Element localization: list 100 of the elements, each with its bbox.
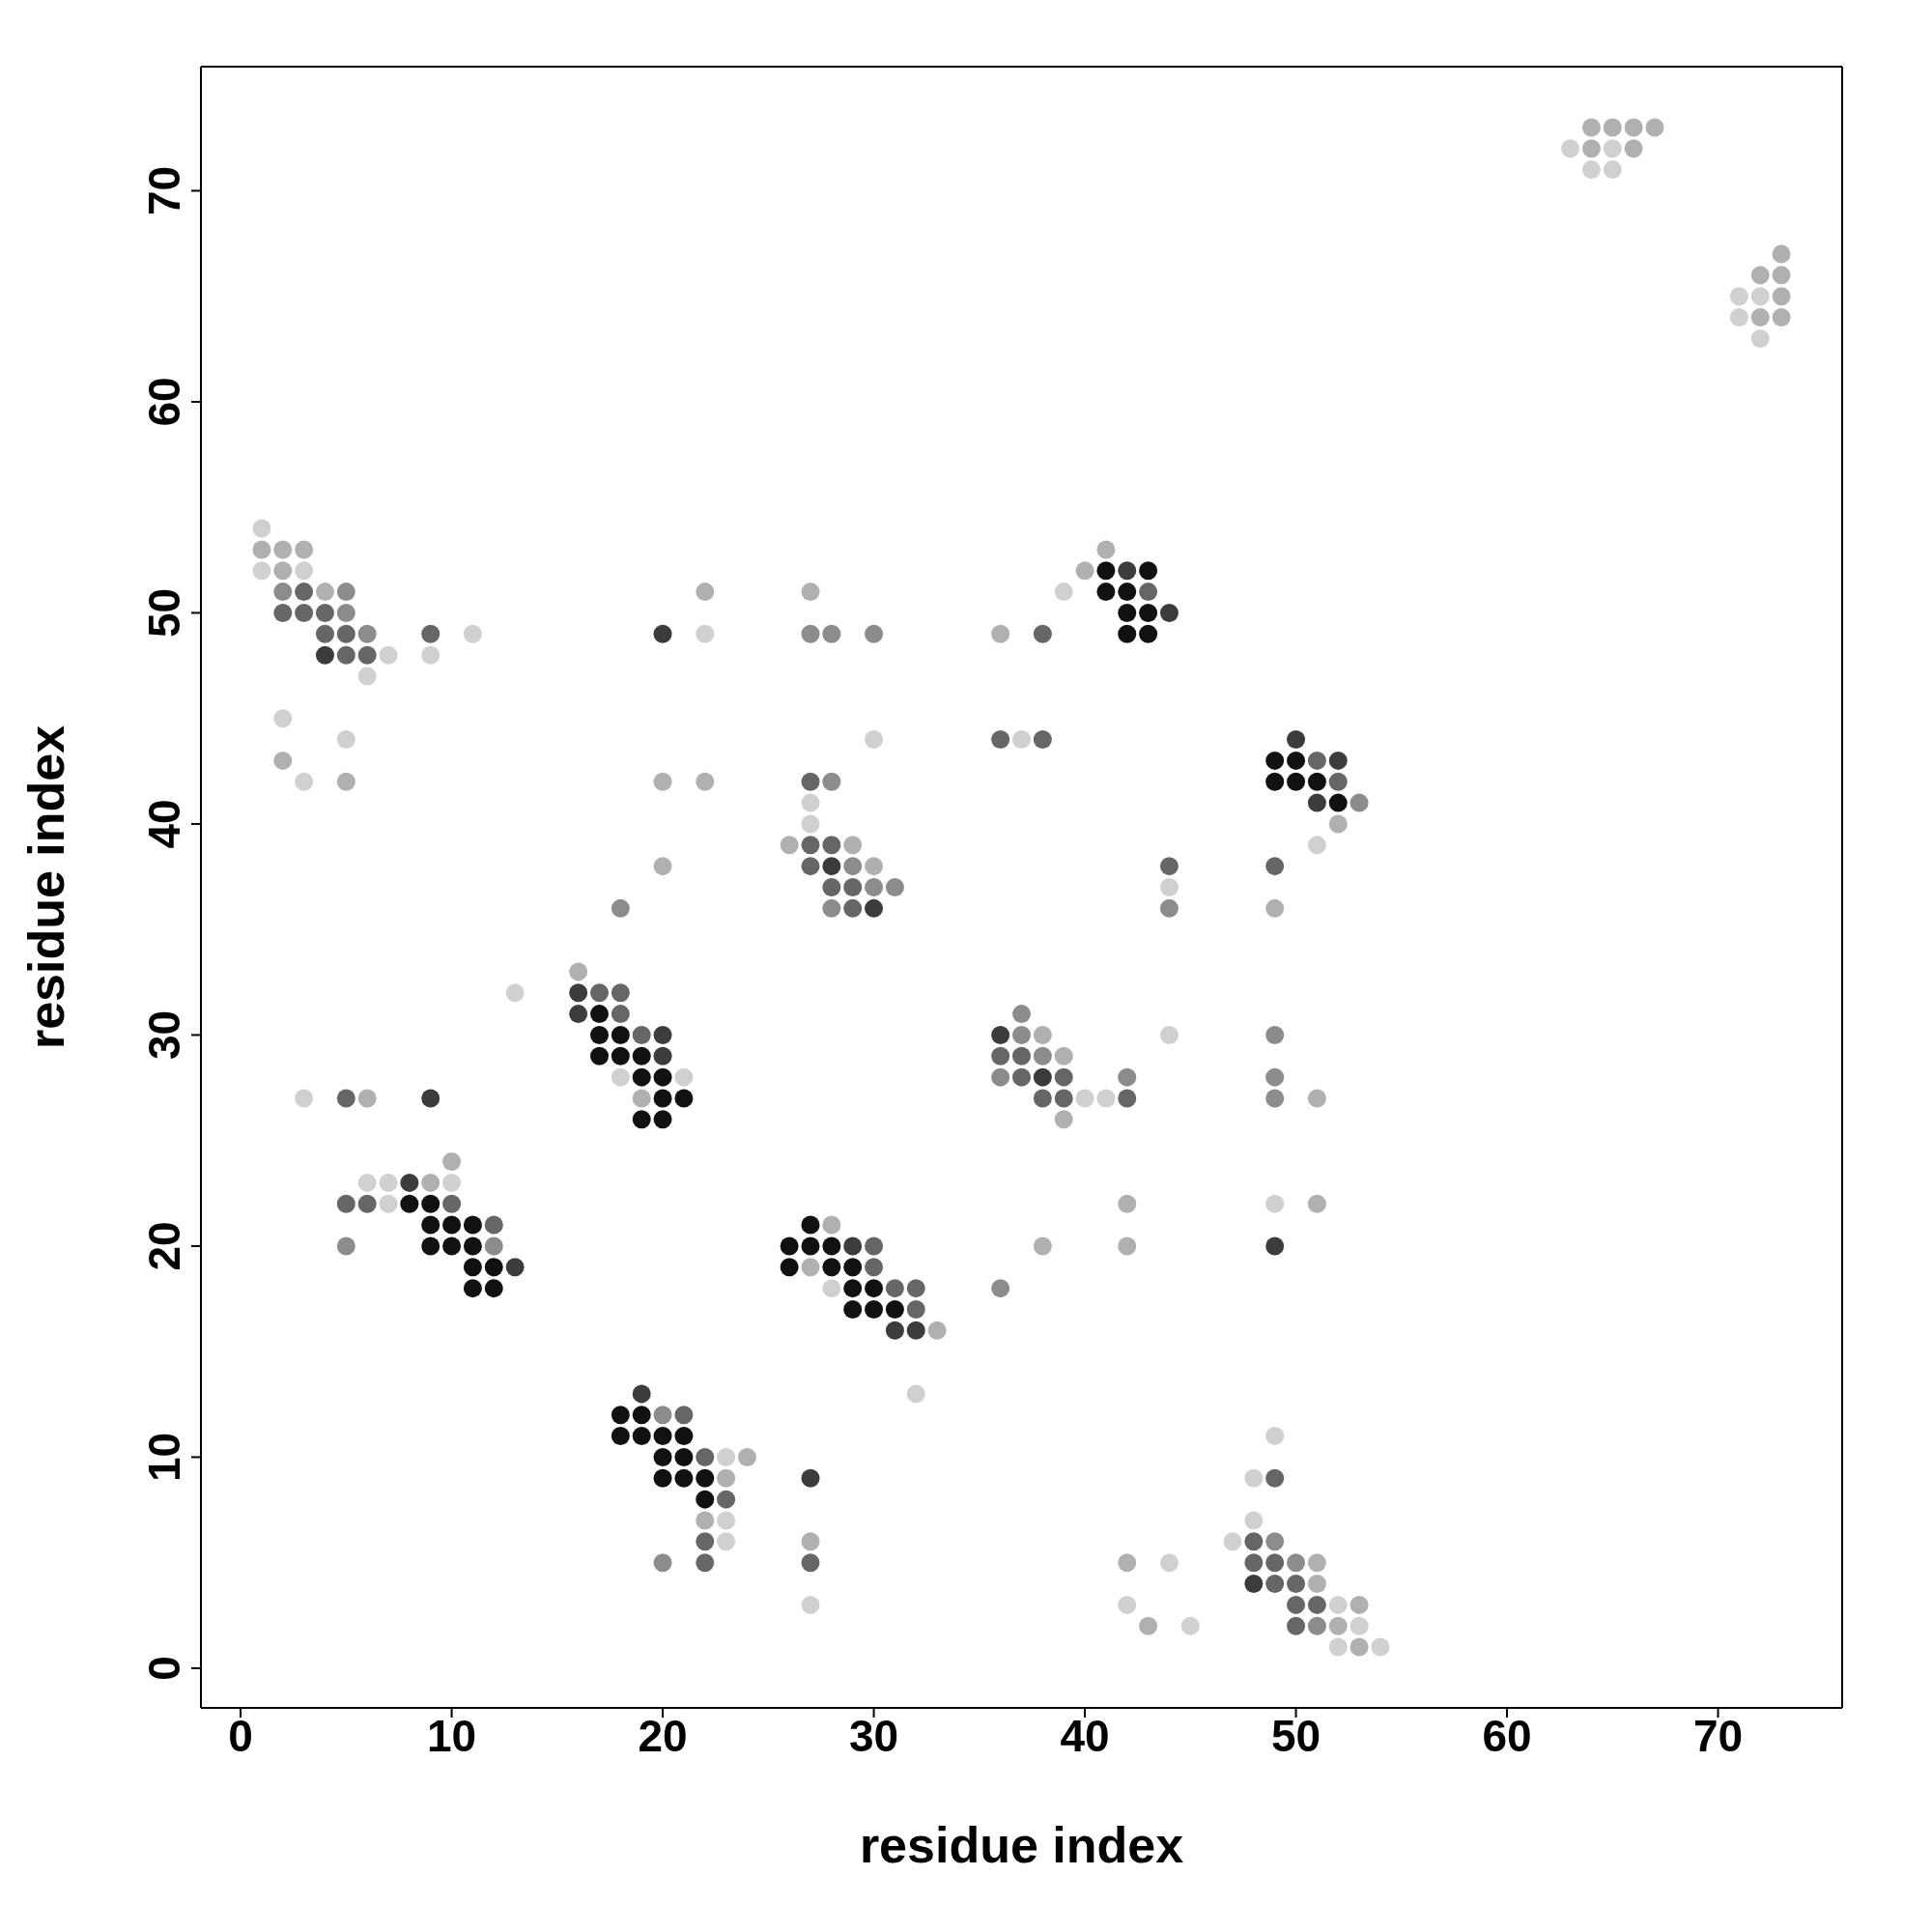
point [1265,1468,1285,1488]
point [1581,139,1601,158]
point [1307,1553,1326,1573]
point [1307,751,1326,770]
point [865,878,884,896]
point [1054,1110,1073,1129]
point [1118,1194,1137,1213]
point [801,1553,820,1573]
point [696,1532,715,1551]
point [822,1215,841,1235]
point [991,1279,1010,1298]
point [505,983,525,1003]
point [421,624,440,643]
point [273,603,293,622]
point [1159,878,1179,896]
point [336,624,355,643]
point [1750,266,1770,285]
point [336,772,355,791]
point [674,1406,694,1425]
point [885,878,904,896]
point [865,1258,884,1277]
point [632,1089,651,1108]
point [1750,328,1770,348]
point [906,1299,925,1319]
point [780,836,799,855]
point [1118,1236,1137,1256]
x-tick-label: 50 [1270,1710,1321,1761]
point [1054,582,1073,602]
point [865,624,884,643]
point [273,751,293,770]
point [1350,1595,1369,1614]
point [717,1532,736,1551]
point [1729,287,1748,306]
point [1265,1532,1285,1551]
point [1328,1616,1348,1635]
point [865,1236,884,1256]
point [484,1236,503,1256]
y-tick-label: 10 [139,1432,189,1483]
point [1772,266,1791,285]
point [442,1152,462,1172]
point [1624,139,1643,158]
point [632,1384,651,1404]
point [569,1005,588,1024]
point [1287,1616,1306,1635]
point [1350,1637,1369,1657]
point [801,1532,820,1551]
point [379,1173,398,1192]
y-tick-label: 50 [139,587,189,639]
point [295,561,314,581]
point [822,898,841,918]
point [252,519,271,538]
point [1603,160,1622,180]
x-axis-title: residue index [859,1817,1184,1873]
point [696,1447,715,1466]
point [252,540,271,559]
point [357,624,377,643]
point [1350,793,1369,812]
point [1772,287,1791,306]
point [801,1595,820,1614]
point [1223,1532,1242,1551]
point [865,730,884,750]
point [1265,1067,1285,1087]
point [295,772,314,791]
point [1265,898,1285,918]
point [1033,1025,1052,1044]
point [252,561,271,581]
point [569,962,588,981]
point [357,667,377,686]
point [632,1025,651,1044]
point [1118,1553,1137,1573]
point [1265,1236,1285,1256]
point [1033,1067,1052,1087]
point [273,540,293,559]
point [357,1194,377,1213]
point [357,1089,377,1108]
point [653,1046,672,1065]
point [1307,836,1326,855]
point [421,1173,440,1192]
point [315,624,334,643]
point [1287,1553,1306,1573]
point [1265,1025,1285,1044]
point [463,624,482,643]
point [1054,1067,1073,1087]
point [336,582,355,602]
point [273,582,293,602]
point [357,1173,377,1192]
point [696,624,715,643]
point [906,1279,925,1298]
point [1139,582,1158,602]
point [885,1321,904,1340]
point [1729,308,1748,327]
point [843,898,863,918]
point [1603,118,1622,137]
point [442,1173,462,1192]
point [1244,1553,1264,1573]
point [696,582,715,602]
point [295,582,314,602]
point [1159,1553,1179,1573]
point [991,1046,1010,1065]
point [1096,1089,1116,1108]
